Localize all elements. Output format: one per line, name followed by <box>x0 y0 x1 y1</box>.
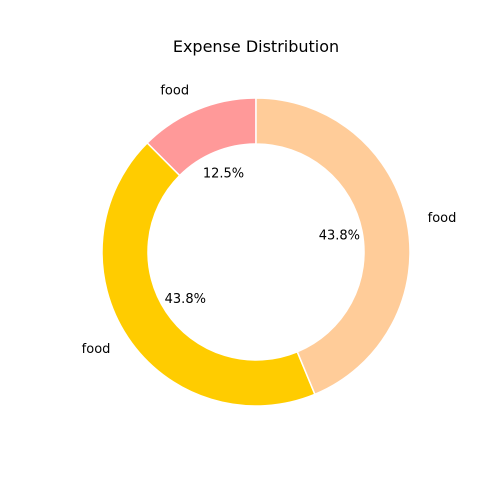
slice-label-1: food <box>82 342 111 357</box>
slices-group <box>101 97 411 407</box>
pie-slice-1 <box>101 141 316 407</box>
slice-percent-1: 43.8% <box>165 292 206 307</box>
slice-label-2: food <box>428 211 457 226</box>
chart-title: Expense Distribution <box>173 37 339 56</box>
pie-slice-2 <box>255 97 411 396</box>
labels-group: food 12.5% food 43.8% food 43.8% <box>82 83 457 357</box>
slice-percent-2: 43.8% <box>319 228 360 243</box>
slice-label-0: food <box>160 83 189 98</box>
slice-percent-0: 12.5% <box>203 166 244 181</box>
